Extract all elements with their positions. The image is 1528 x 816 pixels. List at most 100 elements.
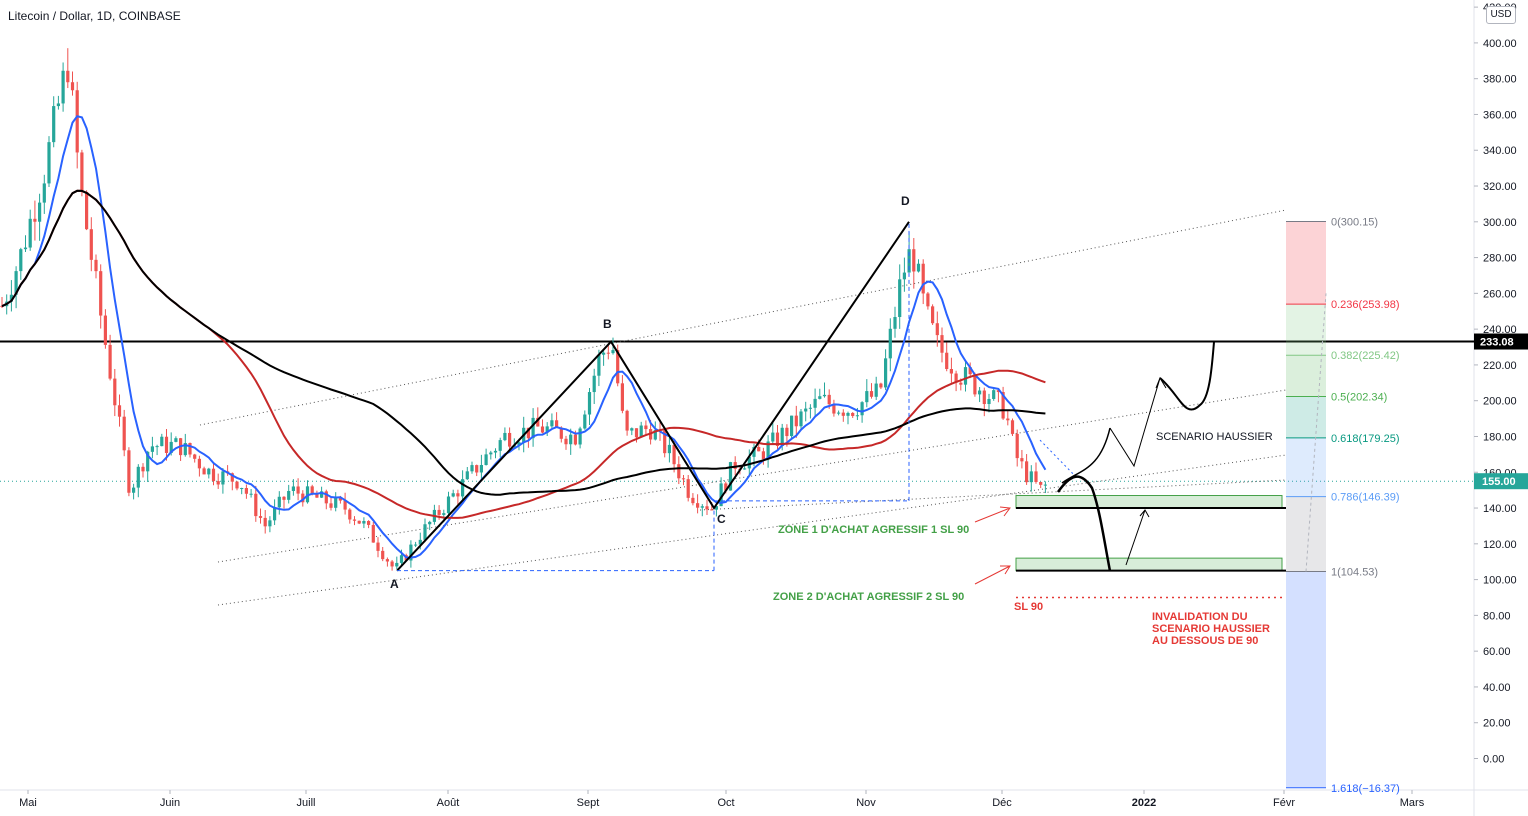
candle-body [963, 367, 968, 385]
fib-trend-line [1305, 293, 1327, 572]
candle-body [761, 451, 765, 460]
candle-body [625, 410, 629, 431]
candle-body [263, 517, 267, 527]
candle-body [249, 493, 253, 495]
candle-body [710, 509, 714, 511]
ma-fast-line [1, 115, 1047, 559]
candle-body [117, 405, 122, 417]
price-tick-label: 360.00 [1483, 109, 1517, 121]
buy-zones [974, 495, 1286, 599]
candle-body [775, 432, 780, 446]
time-axis[interactable]: Mai Juin Juill Août Sept Oct Nov Déc 2022 Févr Mar… [19, 790, 1425, 809]
candle-body [207, 468, 211, 475]
candle-body [352, 519, 357, 521]
fib-band [1286, 437, 1326, 497]
candle-body [540, 426, 545, 433]
price-tick-label: 380.00 [1483, 74, 1517, 86]
time-tick-label: Nov [856, 797, 876, 809]
fib-level-label: 0.786(146.39) [1331, 492, 1400, 504]
candle-body [597, 354, 601, 376]
candle-body [1029, 471, 1033, 483]
point-label-b: B [603, 317, 612, 331]
candle-body [94, 259, 98, 272]
candle-body [493, 450, 498, 453]
trend-channels [199, 209, 1287, 606]
candle-body [456, 493, 460, 497]
candle-body [912, 249, 916, 272]
fib-band [1286, 221, 1326, 305]
resistance-price-tag [1474, 333, 1528, 350]
candle-body [399, 555, 404, 563]
candle-body [202, 468, 206, 475]
candle-body [155, 446, 159, 448]
abcd-pattern [396, 221, 910, 572]
candle-body [705, 506, 709, 510]
candle-body [855, 415, 859, 417]
candle-body [587, 392, 592, 415]
candle-body [164, 436, 169, 453]
candle-body [52, 106, 56, 143]
price-tick-label: 180.00 [1483, 431, 1517, 443]
candle-body [277, 496, 281, 508]
candle-body [1039, 481, 1043, 485]
candle-body [1043, 484, 1047, 486]
candle-body [869, 391, 874, 397]
candle-body [141, 466, 145, 472]
candle-body [757, 447, 761, 452]
candle-body [273, 507, 277, 521]
candle-body [56, 103, 60, 107]
candle-body [66, 70, 70, 83]
candle-body [780, 427, 784, 446]
candle-body [14, 271, 18, 295]
invalidation-line1: INVALIDATION DU [1152, 611, 1248, 623]
fib-band [1286, 355, 1326, 397]
price-tick-label: 400.00 [1483, 38, 1517, 50]
candle-body [258, 516, 263, 518]
candle-body [381, 550, 385, 560]
candle-body [653, 430, 657, 440]
price-axis[interactable]: 420.00400.00380.00360.00340.00320.00300.… [1474, 2, 1528, 766]
candle-body [884, 358, 888, 388]
time-tick-label: Févr [1273, 797, 1295, 809]
candle-body [696, 503, 700, 508]
candle-body [987, 398, 991, 405]
point-label-d: D [901, 194, 910, 208]
candle-body [747, 456, 751, 469]
candle-body [681, 478, 686, 480]
last-price-tag [1474, 473, 1528, 490]
candle-body [75, 90, 79, 153]
candle-body [926, 293, 930, 307]
fibonacci-extension: 0(300.15) 0.236(253.98) 0.382(225.42) 0.5(2… [1286, 217, 1400, 795]
time-tick-label: Déc [992, 797, 1012, 809]
candle-body [470, 465, 474, 472]
candle-body [414, 544, 418, 546]
fib-level-label: 0.382(225.42) [1331, 350, 1400, 362]
moving-averages [1, 115, 1076, 559]
candle-body [545, 426, 549, 433]
candle-body [235, 481, 239, 489]
candle-body [28, 218, 32, 248]
candle-body [978, 390, 982, 395]
candle-body [992, 390, 996, 399]
candle-body [442, 513, 446, 515]
candle-body [578, 428, 582, 445]
candle-body [23, 247, 28, 250]
candle-body [766, 441, 770, 460]
price-tick-label: 100.00 [1483, 575, 1517, 587]
price-tick-label: 260.00 [1483, 288, 1517, 300]
candle-body [639, 425, 643, 438]
candle-body [367, 520, 371, 525]
candle-body [606, 352, 610, 354]
candle-body [517, 442, 521, 446]
currency-button[interactable]: USD [1486, 6, 1516, 24]
candle-body [211, 468, 216, 482]
price-tick-label: 220.00 [1483, 360, 1517, 372]
price-tick-label: 80.00 [1483, 610, 1511, 622]
candle-body [1034, 471, 1038, 482]
candle-body [902, 272, 906, 280]
last-price-text: 155.00 [1482, 476, 1516, 488]
candle-body [395, 562, 399, 567]
time-tick-label: Juin [160, 797, 180, 809]
